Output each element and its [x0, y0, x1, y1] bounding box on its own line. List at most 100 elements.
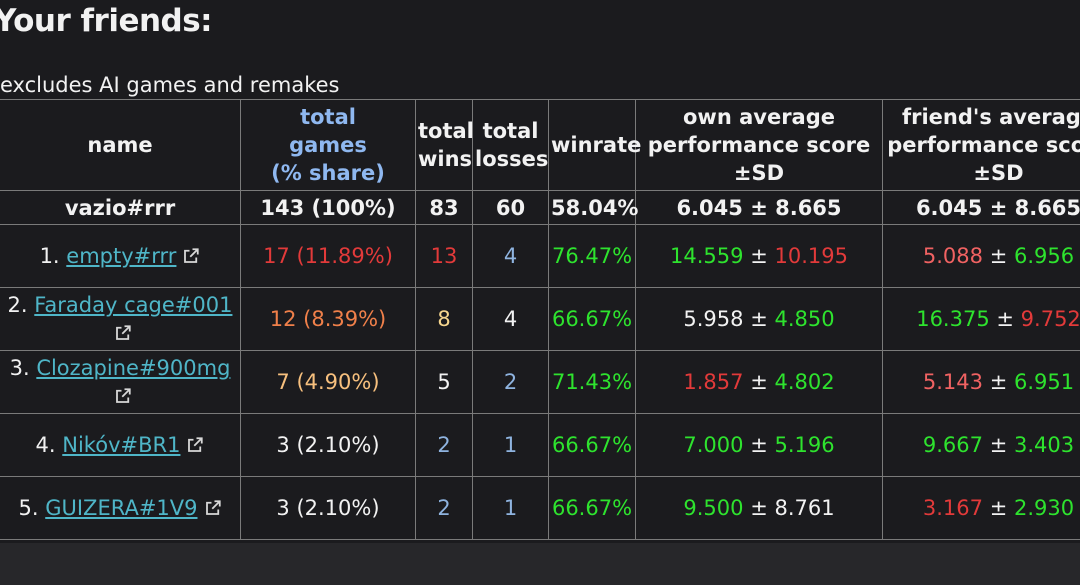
- games-cell: 12 (8.39%): [240, 287, 416, 351]
- friends-table: name total games (% share) total wins total…: [0, 99, 1080, 540]
- summary-name: vazio#rrr: [0, 190, 241, 225]
- score-mean: 9.667: [922, 433, 983, 457]
- friend-score-cell: 5.088 ± 6.956: [882, 224, 1080, 288]
- name-cell: 3. Clozapine#900mg: [0, 350, 241, 414]
- losses-cell: 1: [472, 476, 549, 540]
- score-sd: 4.802: [774, 370, 835, 394]
- score-sd: 5.196: [774, 433, 835, 457]
- score-mean: 3.167: [922, 496, 983, 520]
- friend-row: 3. Clozapine#900mg 7 (4.90%) 5 2 71.43% 1.857…: [0, 350, 1080, 414]
- summary-wins: 83: [415, 190, 473, 225]
- score-sd: 6.951: [1013, 370, 1075, 394]
- winrate-cell: 66.67%: [548, 413, 636, 477]
- own-score-cell: 1.857 ± 4.802: [635, 350, 883, 414]
- column-header: winrate: [548, 99, 641, 191]
- games-cell: 7 (4.90%): [240, 350, 416, 414]
- external-link-icon[interactable]: [114, 387, 132, 405]
- games-cell: 17 (11.89%): [240, 224, 416, 288]
- header-row: name total games (% share) total wins total…: [0, 99, 1080, 191]
- score-sep: ±: [750, 244, 768, 268]
- summary-friend: 6.045 ± 8.665: [882, 190, 1080, 225]
- score-part: 6.045: [676, 195, 743, 220]
- name-cell: 4. Nikóv#BR1: [0, 413, 241, 477]
- wins-cell: 13: [415, 224, 473, 288]
- score-sep: ±: [750, 307, 768, 331]
- friend-link[interactable]: empty#rrr: [66, 244, 177, 268]
- friend-row: 4. Nikóv#BR1 3 (2.10%) 2 1 66.67% 7.000 ± 5.1…: [0, 413, 1080, 477]
- column-header: total losses: [472, 99, 549, 191]
- friend-score-cell: 5.143 ± 6.951: [882, 350, 1080, 414]
- column-header: friend's average performance score ±SD: [882, 99, 1080, 191]
- score-part: ±: [989, 195, 1008, 220]
- games-cell: 3 (2.10%): [240, 476, 416, 540]
- external-link-icon[interactable]: [204, 499, 222, 517]
- own-score-cell: 9.500 ± 8.761: [635, 476, 883, 540]
- losses-cell: 2: [472, 350, 549, 414]
- losses-cell: 1: [472, 413, 549, 477]
- score-sd: 4.850: [774, 307, 835, 331]
- friend-row: 5. GUIZERA#1V9 3 (2.10%) 2 1 66.67% 9.500 ± 8…: [0, 476, 1080, 540]
- summary-winrate: 58.04%: [548, 190, 638, 225]
- external-link-icon[interactable]: [114, 324, 132, 342]
- rank: 1.: [39, 244, 60, 268]
- friend-score-cell: 3.167 ± 2.930: [882, 476, 1080, 540]
- score-sd: 10.195: [774, 244, 848, 268]
- name-cell: 5. GUIZERA#1V9: [0, 476, 241, 540]
- score-sep: ±: [750, 433, 768, 457]
- screen: Your friends: excludes AI games and rema…: [0, 0, 1080, 543]
- friend-link[interactable]: GUIZERA#1V9: [45, 496, 198, 520]
- rank: 2.: [7, 293, 28, 317]
- friend-link[interactable]: Nikóv#BR1: [62, 433, 181, 457]
- score-sep: ±: [989, 496, 1008, 520]
- friend-link[interactable]: Clozapine#900mg: [36, 356, 231, 380]
- own-score-cell: 14.559 ± 10.195: [635, 224, 883, 288]
- column-header: name: [0, 99, 241, 191]
- score-part: 6.045: [915, 195, 983, 220]
- summary-losses: 60: [472, 190, 549, 225]
- losses-cell: 4: [472, 287, 549, 351]
- score-sep: ±: [750, 496, 768, 520]
- score-sd: 9.752: [1020, 307, 1080, 331]
- score-part: ±: [750, 195, 768, 220]
- column-header[interactable]: total games (% share): [240, 99, 416, 191]
- score-mean: 5.143: [922, 370, 983, 394]
- name-cell: 2. Faraday cage#001: [0, 287, 241, 351]
- name-cell: 1. empty#rrr: [0, 224, 241, 288]
- score-mean: 5.958: [683, 307, 744, 331]
- wins-cell: 5: [415, 350, 473, 414]
- score-sep: ±: [989, 433, 1008, 457]
- score-sep: ±: [996, 307, 1014, 331]
- friend-link[interactable]: Faraday cage#001: [34, 293, 233, 317]
- winrate-cell: 76.47%: [548, 224, 636, 288]
- friend-row: 2. Faraday cage#001 12 (8.39%) 8 4 66.67% 5.9…: [0, 287, 1080, 351]
- wins-cell: 2: [415, 476, 473, 540]
- summary-games: 143 (100%): [240, 190, 416, 225]
- score-mean: 7.000: [683, 433, 744, 457]
- score-mean: 14.559: [670, 244, 744, 268]
- score-sep: ±: [750, 370, 768, 394]
- rank: 4.: [35, 433, 56, 457]
- games-cell: 3 (2.10%): [240, 413, 416, 477]
- wins-cell: 2: [415, 413, 473, 477]
- column-header: own average performance score ±SD: [635, 99, 883, 191]
- score-sd: 6.956: [1013, 244, 1075, 268]
- score-sd: 2.930: [1013, 496, 1075, 520]
- summary-row: vazio#rrr 143 (100%) 83 60 58.04% 6.045 ± 8.6…: [0, 190, 1080, 225]
- own-score-cell: 5.958 ± 4.850: [635, 287, 883, 351]
- score-mean: 16.375: [916, 307, 990, 331]
- score-part: 8.665: [775, 195, 842, 220]
- external-link-icon[interactable]: [182, 247, 200, 265]
- score-part: 8.665: [1014, 195, 1080, 220]
- rank: 5.: [18, 496, 39, 520]
- friend-score-cell: 9.667 ± 3.403: [882, 413, 1080, 477]
- friend-row: 1. empty#rrr 17 (11.89%) 13 4 76.47% 14.559 ±…: [0, 224, 1080, 288]
- winrate-cell: 66.67%: [548, 287, 636, 351]
- score-sd: 3.403: [1013, 433, 1075, 457]
- subtitle: excludes AI games and remakes: [0, 73, 340, 97]
- external-link-icon[interactable]: [186, 436, 204, 454]
- title: Your friends:: [0, 3, 213, 39]
- friend-score-cell: 16.375 ± 9.752: [882, 287, 1080, 351]
- winrate-cell: 66.67%: [548, 476, 636, 540]
- score-sep: ±: [989, 370, 1008, 394]
